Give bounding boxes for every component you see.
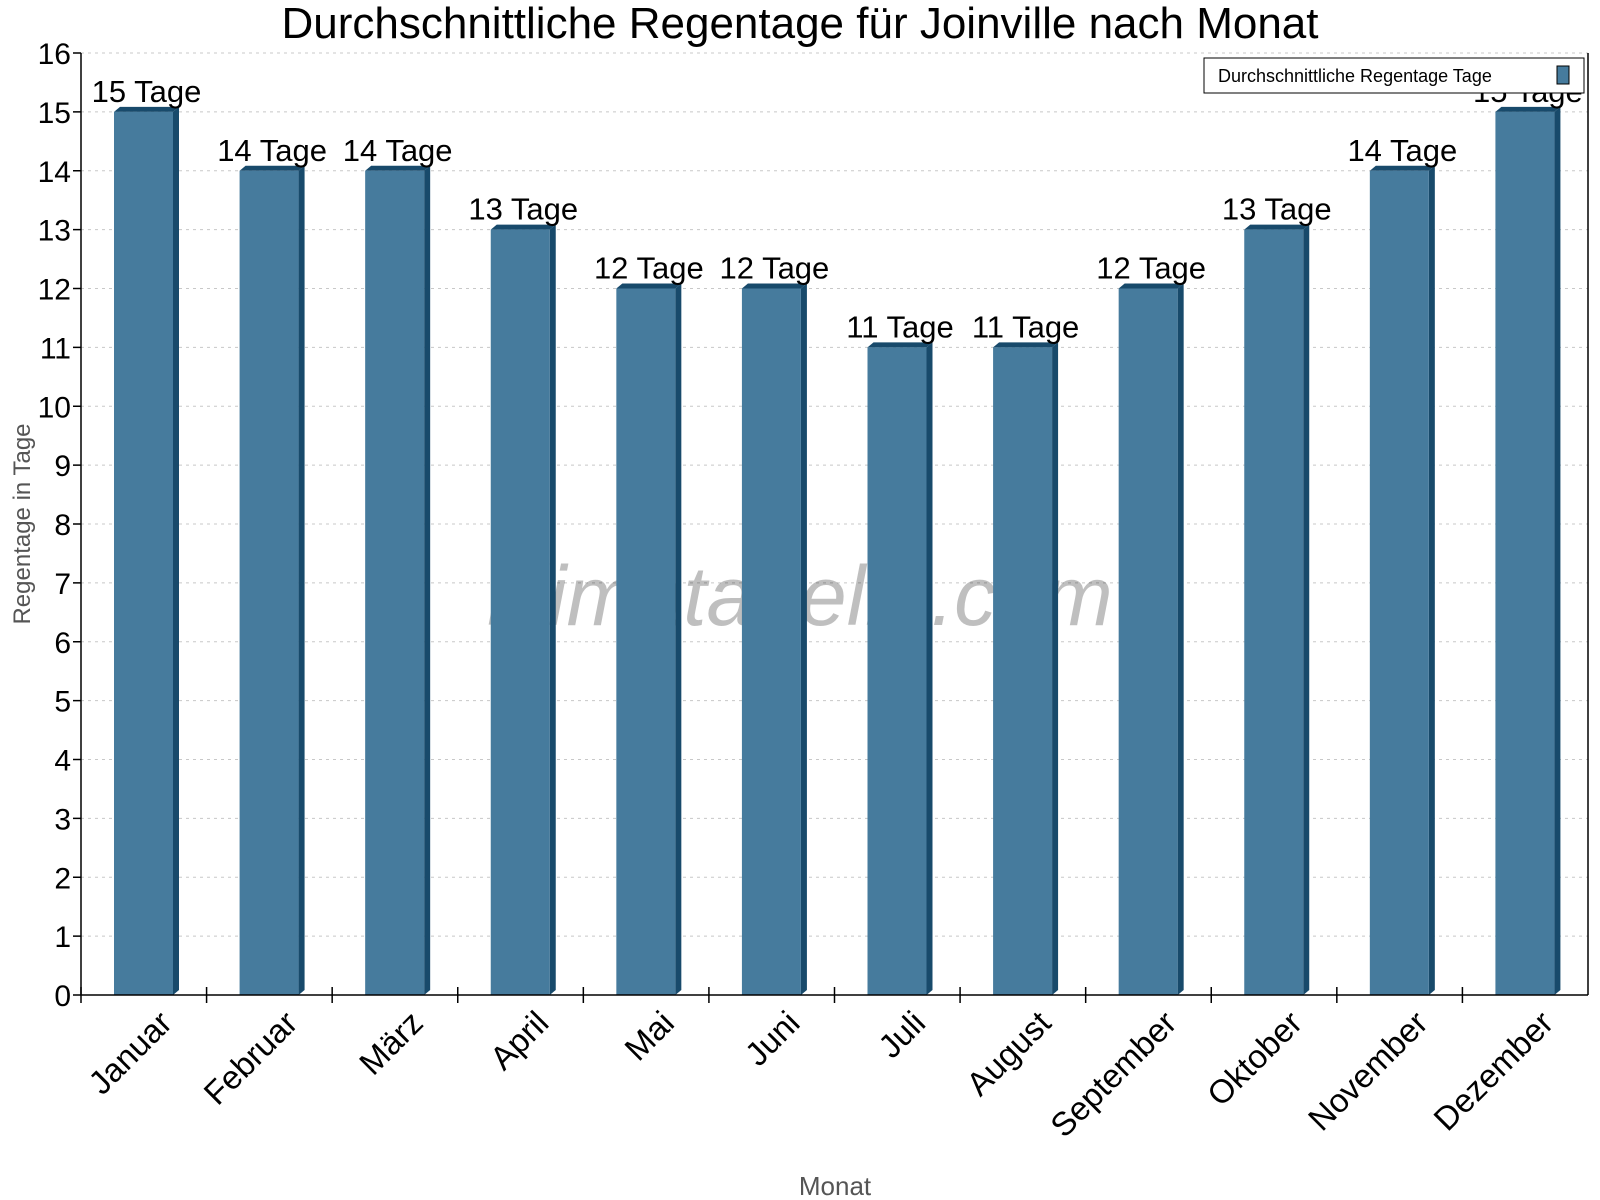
bar-side (1303, 224, 1310, 995)
x-tick-label: Juli (871, 1004, 932, 1065)
x-tick-label: April (483, 1004, 556, 1077)
y-tick-label: 11 (40, 332, 71, 365)
bar-top (1118, 283, 1184, 289)
bar-top (616, 283, 682, 289)
bar (741, 288, 801, 995)
data-label: 14 Tage (1347, 133, 1457, 168)
bar (1495, 111, 1555, 995)
y-tick-label: 13 (38, 215, 71, 248)
bar-side (926, 342, 933, 995)
legend: Durchschnittliche Regentage Tage (1203, 57, 1585, 94)
bar-top (239, 165, 305, 171)
bar (114, 111, 173, 995)
data-label: 11 Tage (972, 309, 1079, 344)
bar-side (800, 283, 807, 995)
bar-side (173, 106, 179, 995)
bar-side (1554, 106, 1561, 995)
data-label: 13 Tage (468, 192, 578, 227)
x-tick-label: Oktober (1200, 1004, 1309, 1113)
data-label: 13 Tage (1222, 192, 1332, 227)
bar-side (1052, 342, 1059, 995)
y-tick-label: 3 (54, 803, 71, 836)
bar-top (1244, 224, 1310, 230)
legend-swatch (1556, 65, 1570, 85)
bars: 15 Tage 14 Tage 14 Tage 13 Tage 12 Tage 12 Ta… (92, 74, 1583, 995)
x-tick-label: Januar (81, 1004, 179, 1102)
bar-side (298, 165, 305, 995)
bar-top (993, 342, 1059, 348)
bar-side (424, 165, 431, 995)
x-tick-label: September (1043, 1004, 1183, 1144)
data-label: 11 Tage (846, 309, 953, 344)
y-tick-label: 6 (54, 627, 71, 660)
bar (867, 347, 927, 995)
bar (1244, 229, 1304, 995)
y-tick-label: 1 (54, 921, 71, 954)
data-label: 14 Tage (343, 133, 453, 168)
bar-top (365, 165, 431, 171)
bar (993, 347, 1053, 995)
data-label: 12 Tage (1096, 251, 1206, 286)
data-label: 14 Tage (217, 133, 327, 168)
y-tick-label: 2 (54, 862, 71, 895)
y-tick-label: 9 (54, 450, 71, 483)
bar-top (490, 224, 556, 230)
y-axis-label: Regentage in Tage (9, 423, 36, 624)
bar-top (867, 342, 933, 348)
bar (1369, 170, 1429, 995)
data-label: 15 Tage (92, 74, 202, 109)
y-tick-label: 5 (54, 686, 71, 719)
y-tick-label: 12 (38, 274, 71, 307)
y-tick-label: 15 (38, 97, 71, 130)
chart-title: Durchschnittliche Regentage für Joinvill… (281, 0, 1318, 48)
legend-label: Durchschnittliche Regentage Tage (1218, 66, 1492, 86)
bar-side (549, 224, 556, 995)
bar-side (1428, 165, 1435, 995)
x-tick-label: November (1301, 1004, 1435, 1138)
x-tick-label: Juni (738, 1004, 807, 1073)
bar-top (1495, 106, 1561, 112)
bar (239, 170, 299, 995)
y-tick-label: 10 (38, 391, 71, 424)
data-label: 12 Tage (594, 251, 704, 286)
bar (365, 170, 425, 995)
bar (490, 229, 550, 995)
data-label: 12 Tage (720, 251, 830, 286)
x-axis-label: Monat (799, 1171, 872, 1200)
bar (616, 288, 676, 995)
y-tick-label: 8 (54, 509, 71, 542)
bar-top (741, 283, 807, 289)
bar-side (675, 283, 682, 995)
y-tick-label: 14 (38, 156, 71, 189)
grid-lines (81, 52, 1588, 937)
x-tick-label: Februar (196, 1004, 304, 1112)
y-tick-label: 16 (38, 38, 71, 71)
x-tick-label: März (352, 1004, 430, 1082)
bar (1118, 288, 1178, 995)
y-tick-label: 7 (54, 568, 71, 601)
bar-side (1177, 283, 1184, 995)
y-tick-label: 4 (54, 745, 71, 778)
bar-top (1369, 165, 1435, 171)
x-tick-label: Mai (617, 1004, 681, 1068)
x-tick-label: August (959, 1004, 1058, 1103)
x-tick-label: Dezember (1426, 1004, 1560, 1138)
bar-top (114, 106, 179, 112)
y-tick-label: 0 (54, 980, 71, 1013)
